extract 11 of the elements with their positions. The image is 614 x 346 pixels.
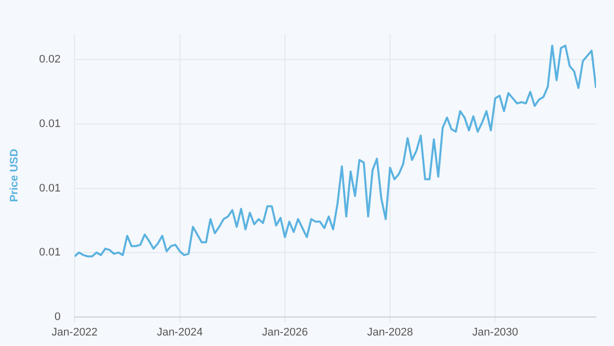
y-tick-label: 0.01 bbox=[39, 118, 61, 130]
y-tick-label: 0 bbox=[54, 310, 61, 323]
x-tick-label: Jan-2024 bbox=[156, 326, 203, 338]
x-tick-label: Jan-2022 bbox=[52, 326, 98, 338]
x-tick-label: Jan-2028 bbox=[367, 326, 414, 338]
x-tick-label: Jan-2026 bbox=[262, 326, 308, 338]
y-tick-label: 0.01 bbox=[39, 246, 61, 259]
x-tick-label: Jan-2030 bbox=[472, 326, 518, 338]
y-tick-label: 0.01 bbox=[39, 182, 61, 194]
y-axis-title: Price USD bbox=[8, 148, 21, 202]
y-tick-label: 0.02 bbox=[39, 54, 61, 66]
